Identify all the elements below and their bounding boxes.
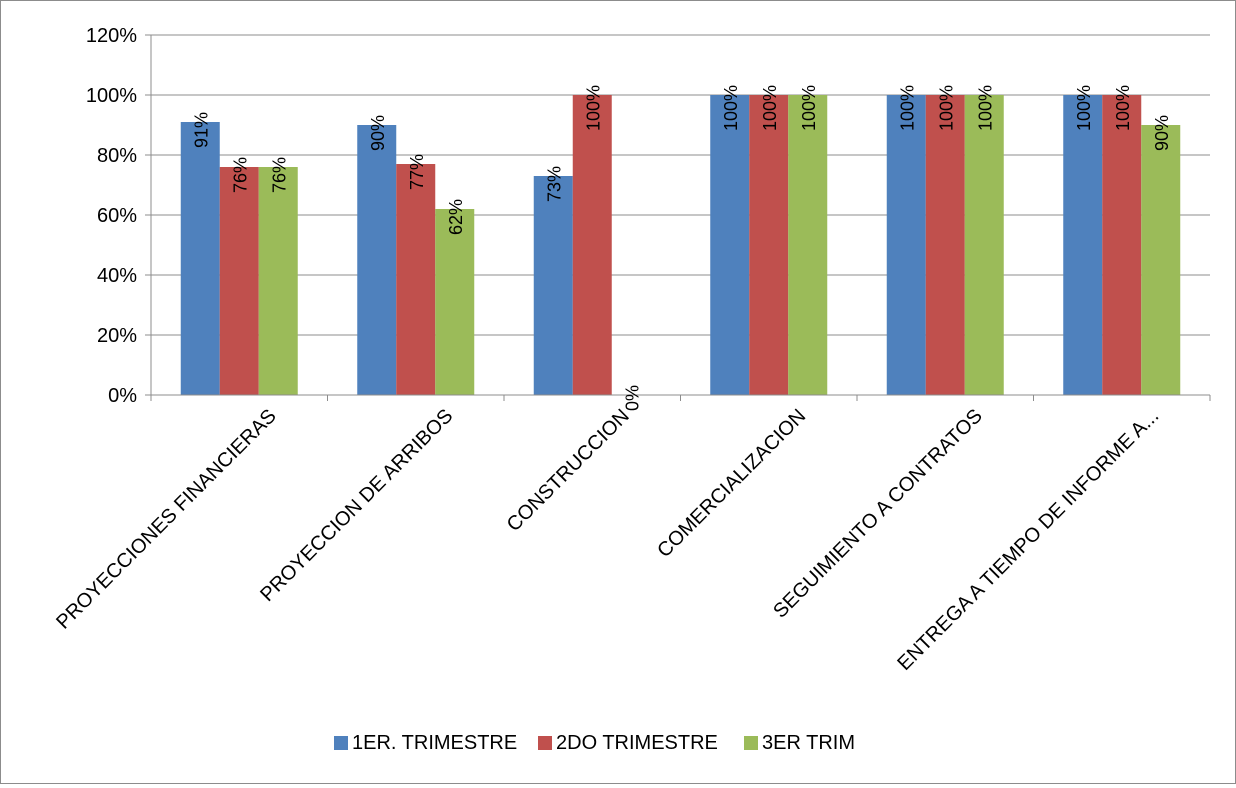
legend-label: 1ER. TRIMESTRE [352,732,517,754]
y-tick-label: 0% [108,385,137,407]
legend[interactable]: 1ER. TRIMESTRE 2DO TRIMESTRE 3ER TRIM [334,732,855,754]
data-label: 0% [622,385,642,411]
data-label: 100% [975,85,995,131]
y-tick-label: 20% [97,325,137,347]
axes [145,34,1211,401]
bar [180,122,220,395]
bar [886,95,926,395]
y-tick-label: 120% [86,25,137,47]
data-label: 100% [1074,85,1094,131]
legend-label: 2DO TRIMESTRE [556,732,718,754]
bar [396,164,436,395]
data-label: 100% [897,85,917,131]
data-labels: 91% 76% 76% 90% 77% 62% 73% 100% 0% 100% 100% 100% 1… [191,85,1172,411]
legend-item[interactable]: 3ER TRIM [744,732,855,754]
data-label: 90% [1152,115,1172,151]
x-tick-label: COMERCIALIZACION [653,405,810,562]
bar [1102,95,1142,395]
legend-item[interactable]: 2DO TRIMESTRE [538,732,718,754]
x-tick-label: PROYECCION DE ARRIBOS [256,405,457,606]
gridlines [151,34,1210,336]
legend-swatch [538,736,552,750]
legend-swatch [744,736,758,750]
y-tick-label: 60% [97,205,137,227]
bar [533,176,573,395]
bar [435,209,475,395]
y-tick-labels: 0% 20% 40% 60% 80% 100% 120% [86,25,137,407]
bar [1063,95,1103,395]
data-label: 76% [230,157,250,193]
bar [788,95,828,395]
bar [357,125,397,395]
bar [925,95,965,395]
data-label: 77% [407,154,427,190]
data-label: 73% [544,166,564,202]
x-tick-label: SEGUIMIENTO A CONTRATOS [769,405,987,623]
legend-label: 3ER TRIM [762,732,855,754]
x-tick-label: PROYECCIONES FINANCIERAS [52,405,281,634]
y-tick-label: 40% [97,265,137,287]
data-label: 100% [936,85,956,131]
data-label: 100% [721,85,741,131]
data-label: 62% [446,199,466,235]
data-label: 100% [760,85,780,131]
data-label: 100% [583,85,603,131]
y-tick-label: 80% [97,145,137,167]
bar [219,167,259,395]
y-tick-label: 100% [86,85,137,107]
data-label: 100% [1113,85,1133,131]
bar [749,95,789,395]
bar [964,95,1004,395]
data-label: 100% [799,85,819,131]
bar [572,95,612,395]
data-label: 90% [368,115,388,151]
data-label: 91% [191,112,211,148]
data-label: 76% [269,157,289,193]
bar [258,167,298,395]
legend-swatch [334,736,348,750]
bar [710,95,750,395]
legend-item[interactable]: 1ER. TRIMESTRE [334,732,517,754]
bar [1141,125,1181,395]
x-tick-label: CONSTRUCCION [503,405,634,536]
bars [180,95,1181,395]
